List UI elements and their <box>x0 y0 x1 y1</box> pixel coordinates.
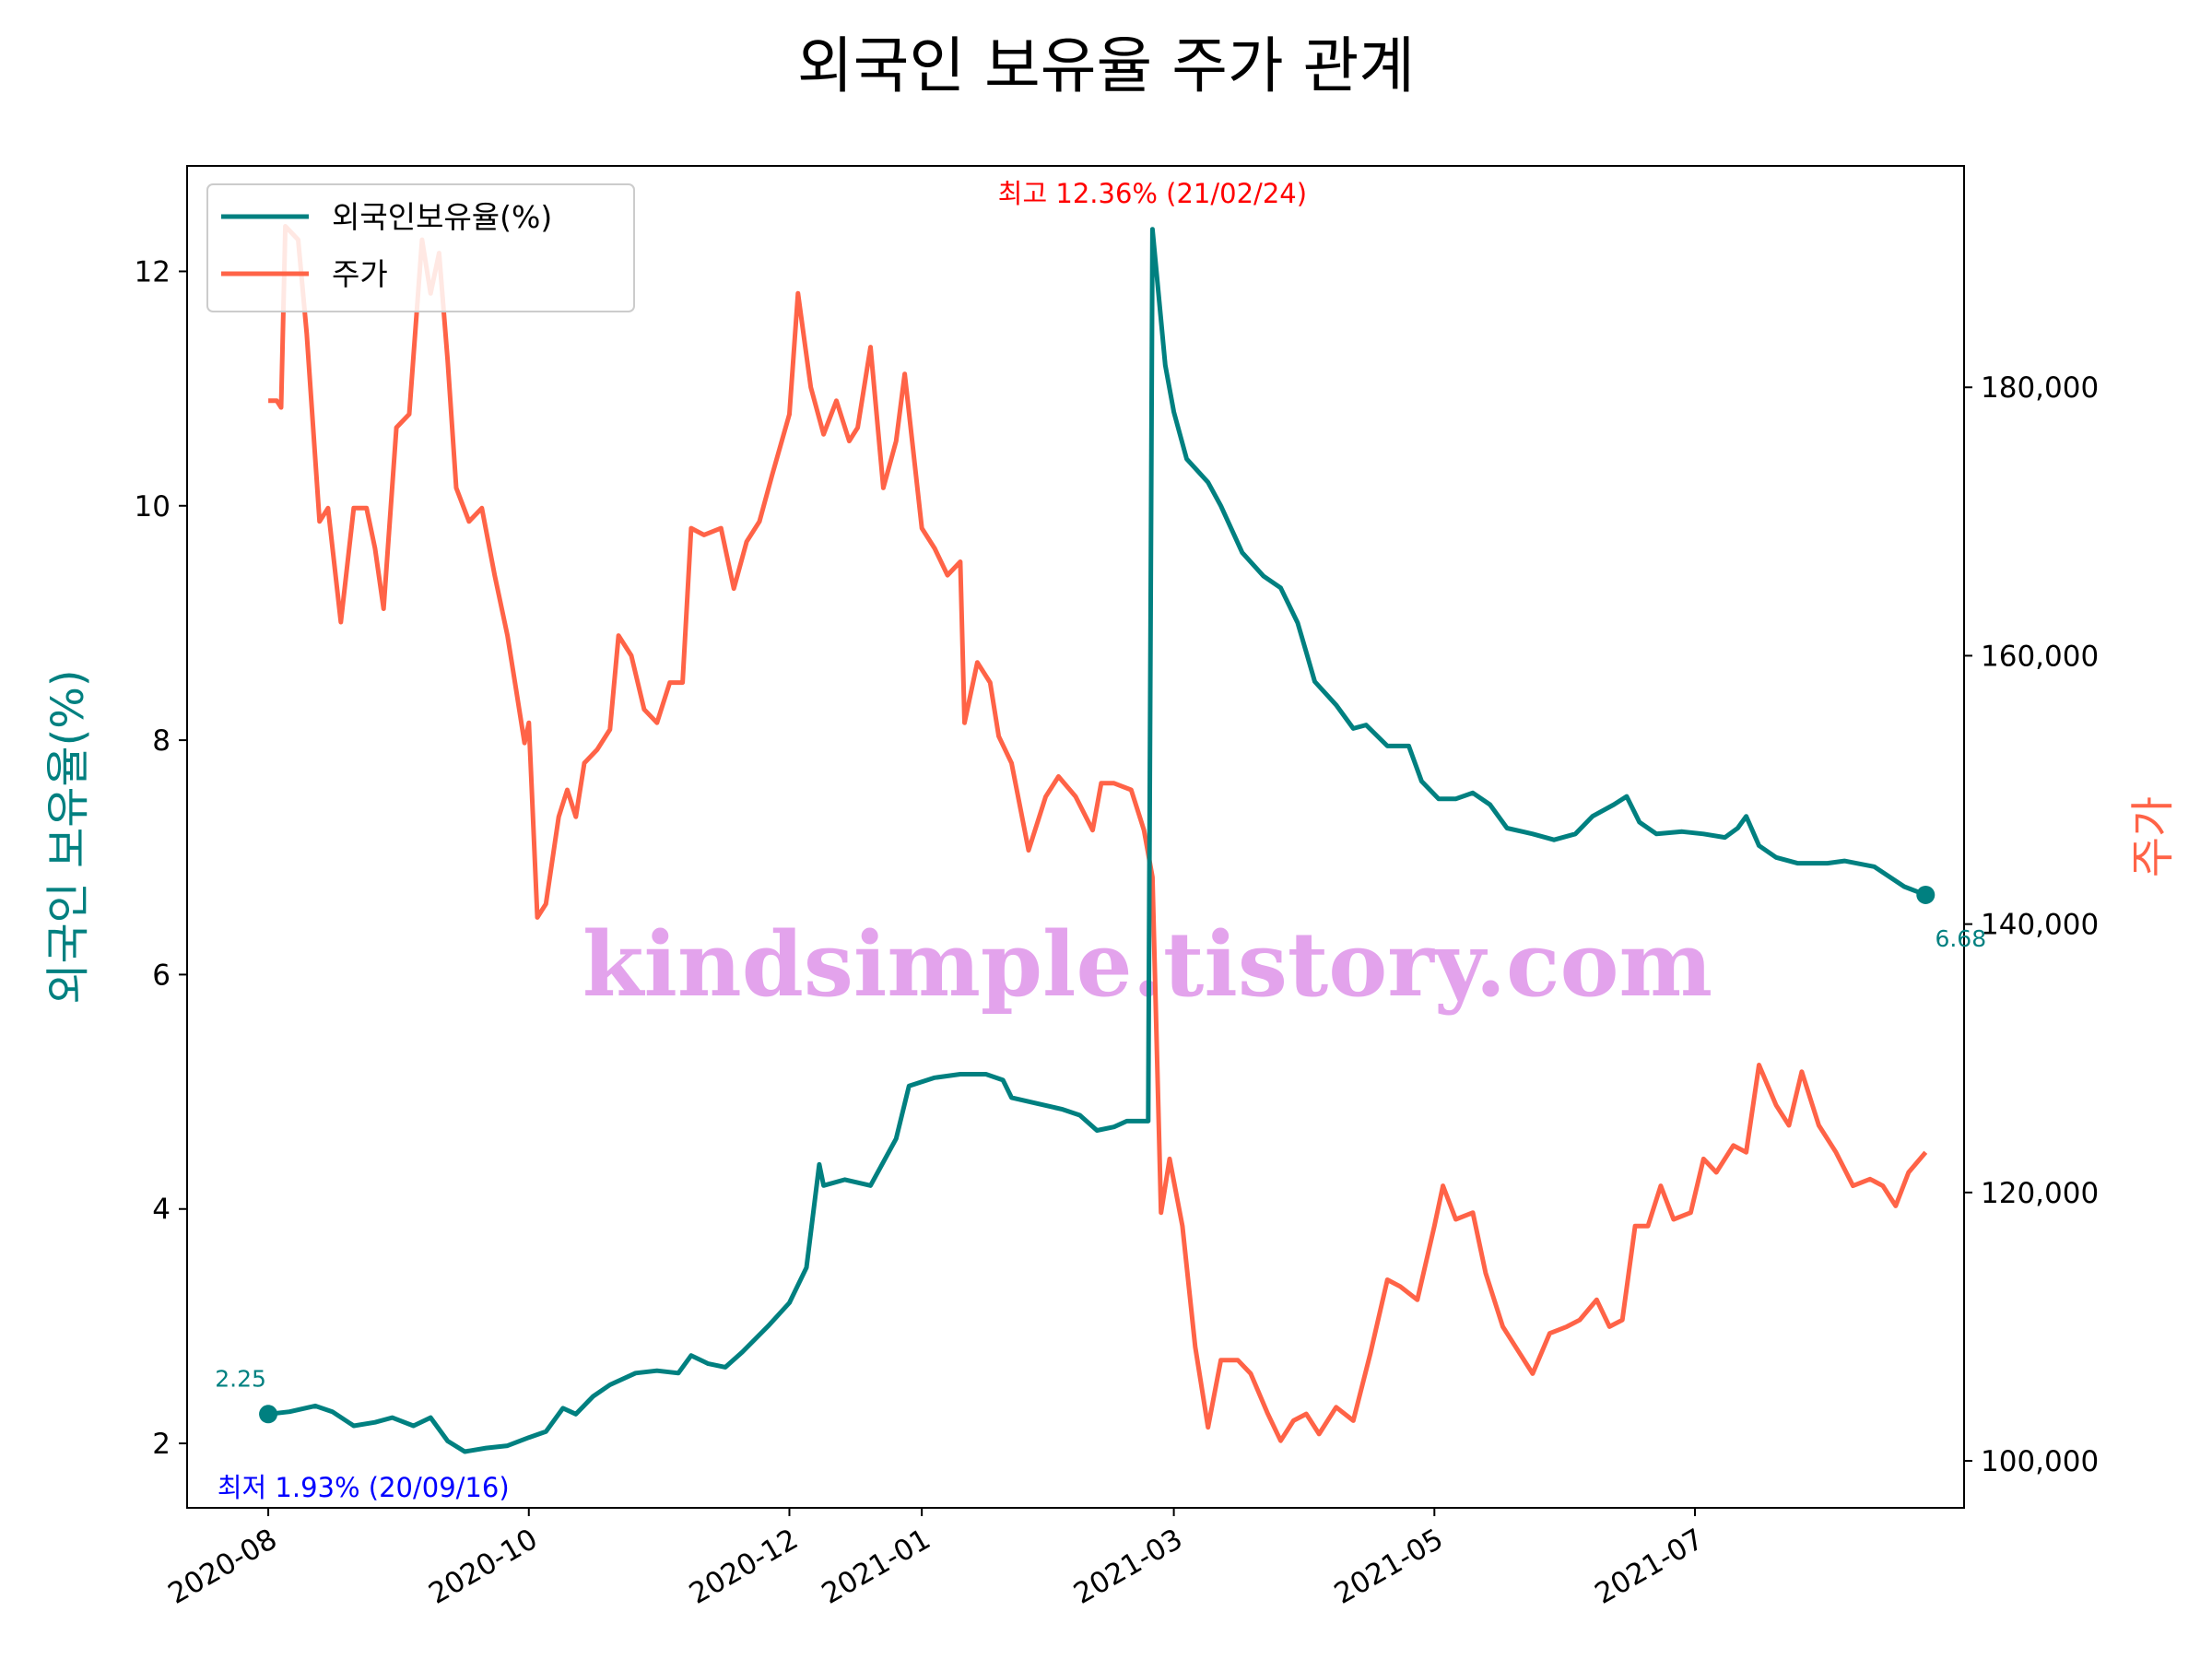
y-left-tick-label: 4 <box>152 1194 171 1227</box>
x-tick-label: 2020-10 <box>423 1523 543 1611</box>
annotations: 2.25 6.68 최고 12.36% (21/02/24) 최저 1.93% (20… <box>215 178 1986 1503</box>
y-left-tick-label: 12 <box>135 255 171 288</box>
x-tick-label: 2021-01 <box>817 1523 936 1611</box>
x-tick-label: 2020-08 <box>163 1523 283 1611</box>
x-tick-label: 2021-07 <box>1589 1523 1709 1611</box>
start-value-label: 2.25 <box>215 1365 266 1392</box>
x-tick-label: 2021-05 <box>1329 1523 1449 1611</box>
legend: 외국인보유율(%) 주가 <box>206 183 635 312</box>
y-right-tick-label: 140,000 <box>1981 909 2099 942</box>
legend-label-ownership: 외국인보유율(%) <box>332 199 552 235</box>
plot-area <box>186 165 1965 1509</box>
series-line-ownership <box>267 227 1927 1454</box>
y-right-tick-label: 100,000 <box>1981 1445 2099 1478</box>
y-left-tick-label: 8 <box>152 724 171 758</box>
series-layer <box>267 224 1928 1454</box>
end-value-label: 6.68 <box>1935 925 1986 952</box>
series-line-price <box>268 224 1928 1443</box>
legend-box <box>206 183 635 312</box>
y-left-tick-label: 2 <box>152 1428 171 1461</box>
chart-title: 외국인 보유율 주가 관계 <box>797 30 1415 101</box>
y-axis-right-label: 주가 <box>2127 796 2179 877</box>
max-annotation: 최고 12.36% (21/02/24) <box>998 178 1307 209</box>
y-right-tick-label: 160,000 <box>1981 640 2099 673</box>
x-tick-label: 2020-12 <box>684 1523 804 1611</box>
y-axis-left-label: 외국인 보유율(%) <box>42 669 94 1004</box>
start-point-marker <box>259 1405 278 1424</box>
x-tick-label: 2021-03 <box>1068 1523 1188 1611</box>
legend-label-price: 주가 <box>332 256 388 292</box>
y-left-tick-label: 6 <box>152 959 171 992</box>
y-right-tick-label: 120,000 <box>1981 1177 2099 1210</box>
min-annotation: 최저 1.93% (20/09/16) <box>218 1472 510 1503</box>
y-left-tick-label: 10 <box>135 490 171 524</box>
end-point-marker <box>1916 885 1936 904</box>
y-right-tick-label: 180,000 <box>1981 371 2099 405</box>
